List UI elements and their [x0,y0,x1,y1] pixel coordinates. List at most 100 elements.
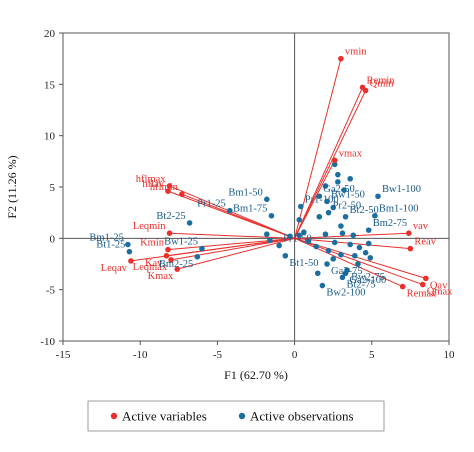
observation-point [338,251,344,258]
variable-point-vmin [338,55,344,62]
observation-point-Bw1-50 [324,198,330,205]
observation-label-Pr1-100: Pr1-100 [305,195,339,206]
observation-point [330,256,337,262]
y-tick-label: 10 [44,131,56,143]
x-tick-label: 0 [292,349,298,361]
observation-label-Ga2-100: Ga2-100 [350,275,387,286]
variable-point-Remax [399,283,406,290]
observation-point-Bt1-25 [126,248,133,255]
variable-label-vmax: vmax [339,148,363,159]
vector-Remax [294,237,403,288]
observation-point [330,204,337,211]
observation-label-Bt2-50: Bt2-50 [350,205,379,216]
observation-point [287,233,293,240]
observation-label-Bw1-50: Bw1-50 [331,189,365,200]
observation-point [322,183,329,189]
observation-point-Bt2-25 [186,220,193,226]
variable-label-hflmin: hflmin [150,182,179,193]
observation-point-Bw1-100 [375,193,381,200]
vector-Remin [294,87,363,239]
y-tick-label: -10 [40,336,55,348]
observation-point-Ga2-75 [324,261,330,267]
variable-point-Kmin [165,246,171,253]
observation-point-Bm1-100 [372,212,378,219]
observation-point [341,187,347,193]
variable-label-Remin: Remin [367,75,396,86]
variable-label-Leqav: Leqav [101,263,128,274]
observation-point [347,241,353,248]
observation-label-Bw2-100: Bw2-100 [326,288,365,299]
observation-label-Pr1-25: Pr1-25 [197,199,226,210]
legend-marker-variables [110,412,118,420]
variable-point-vav [406,230,412,236]
observation-point-Bw2-75 [344,267,350,273]
vector-Kmin [167,237,295,251]
observation-point-Bm1-50 [264,196,270,203]
observation-point [296,232,303,239]
vector-vmax [294,160,336,239]
variable-point-Qav [423,275,429,282]
observation-point [264,231,270,238]
observation-label-Bw1-100: Bw1-100 [382,184,421,195]
vector-Qmin [294,90,367,239]
variable-point-hflmax [166,183,173,189]
observation-points [125,161,381,289]
observation-point-Pr1-100 [297,203,304,210]
variable-points [128,55,429,290]
vector-hflav [167,190,295,239]
observation-label-Bm1-25: Bm1-25 [89,232,123,243]
observation-label-Pr2-50: Pr2-50 [333,201,362,212]
observation-point [331,239,338,246]
observation-point [356,244,363,251]
observation-point [367,255,374,261]
x-tick-label: 10 [444,349,456,361]
y-tick-label: 15 [44,79,56,91]
variable-point-hflmin [179,191,185,197]
observation-point-Ga2-50 [316,193,323,200]
observation-point-Pr2-50 [325,209,332,216]
observation-point-Bt2-50 [342,213,349,220]
observation-point [331,161,338,168]
vector-Kmax [177,237,295,270]
y-tick-label: 20 [44,28,56,40]
legend: Active variables Active observations [87,400,385,432]
observation-point-Bw2-100 [319,282,326,289]
variable-point-Kav [163,252,170,259]
variable-point-Reav [407,245,414,252]
observation-point [352,252,358,259]
observation-point-Bm2-25 [194,254,201,260]
x-tick-label: -5 [213,349,223,361]
observation-label-Bm1-100: Bm1-100 [379,204,419,215]
legend-box [87,400,385,432]
variable-label-Kmax: Kmax [148,271,174,282]
variable-point-Qmax [419,281,426,288]
variable-label-Qmin: Qmin [370,78,395,89]
observation-label-Bw1-25: Bw1-25 [164,237,198,248]
observation-point [313,243,320,250]
observation-point [316,213,323,220]
observation-point [347,175,353,182]
observation-point [338,223,344,229]
observation-point [267,237,273,244]
variable-label-Kmin: Kmin [140,238,165,249]
variable-point-vmax [331,157,338,164]
variable-label-Leqmin: Leqmin [133,221,166,232]
legend-label-variables: Active variables [122,409,207,424]
observation-point [335,179,341,185]
vector-Leqmin [169,232,295,239]
y-tick-label: -5 [46,285,56,297]
observation-label-Bt2-25: Bt2-25 [156,211,185,222]
observation-point [350,232,357,239]
vector-Leqmax [170,237,295,261]
observation-label-Pr1-50: Pr1-50 [283,234,312,245]
observation-point-Pr1-25 [226,207,233,214]
variable-label-hflmax: hflmax [136,174,166,185]
observation-point [314,270,321,277]
variable-label-Reav: Reav [414,237,436,248]
variable-point-hflav [165,188,171,194]
observation-point-Bt1-50 [282,252,289,259]
observation-label-Bm2-25: Bm2-25 [159,259,193,270]
variable-label-Kav: Kav [145,258,163,269]
